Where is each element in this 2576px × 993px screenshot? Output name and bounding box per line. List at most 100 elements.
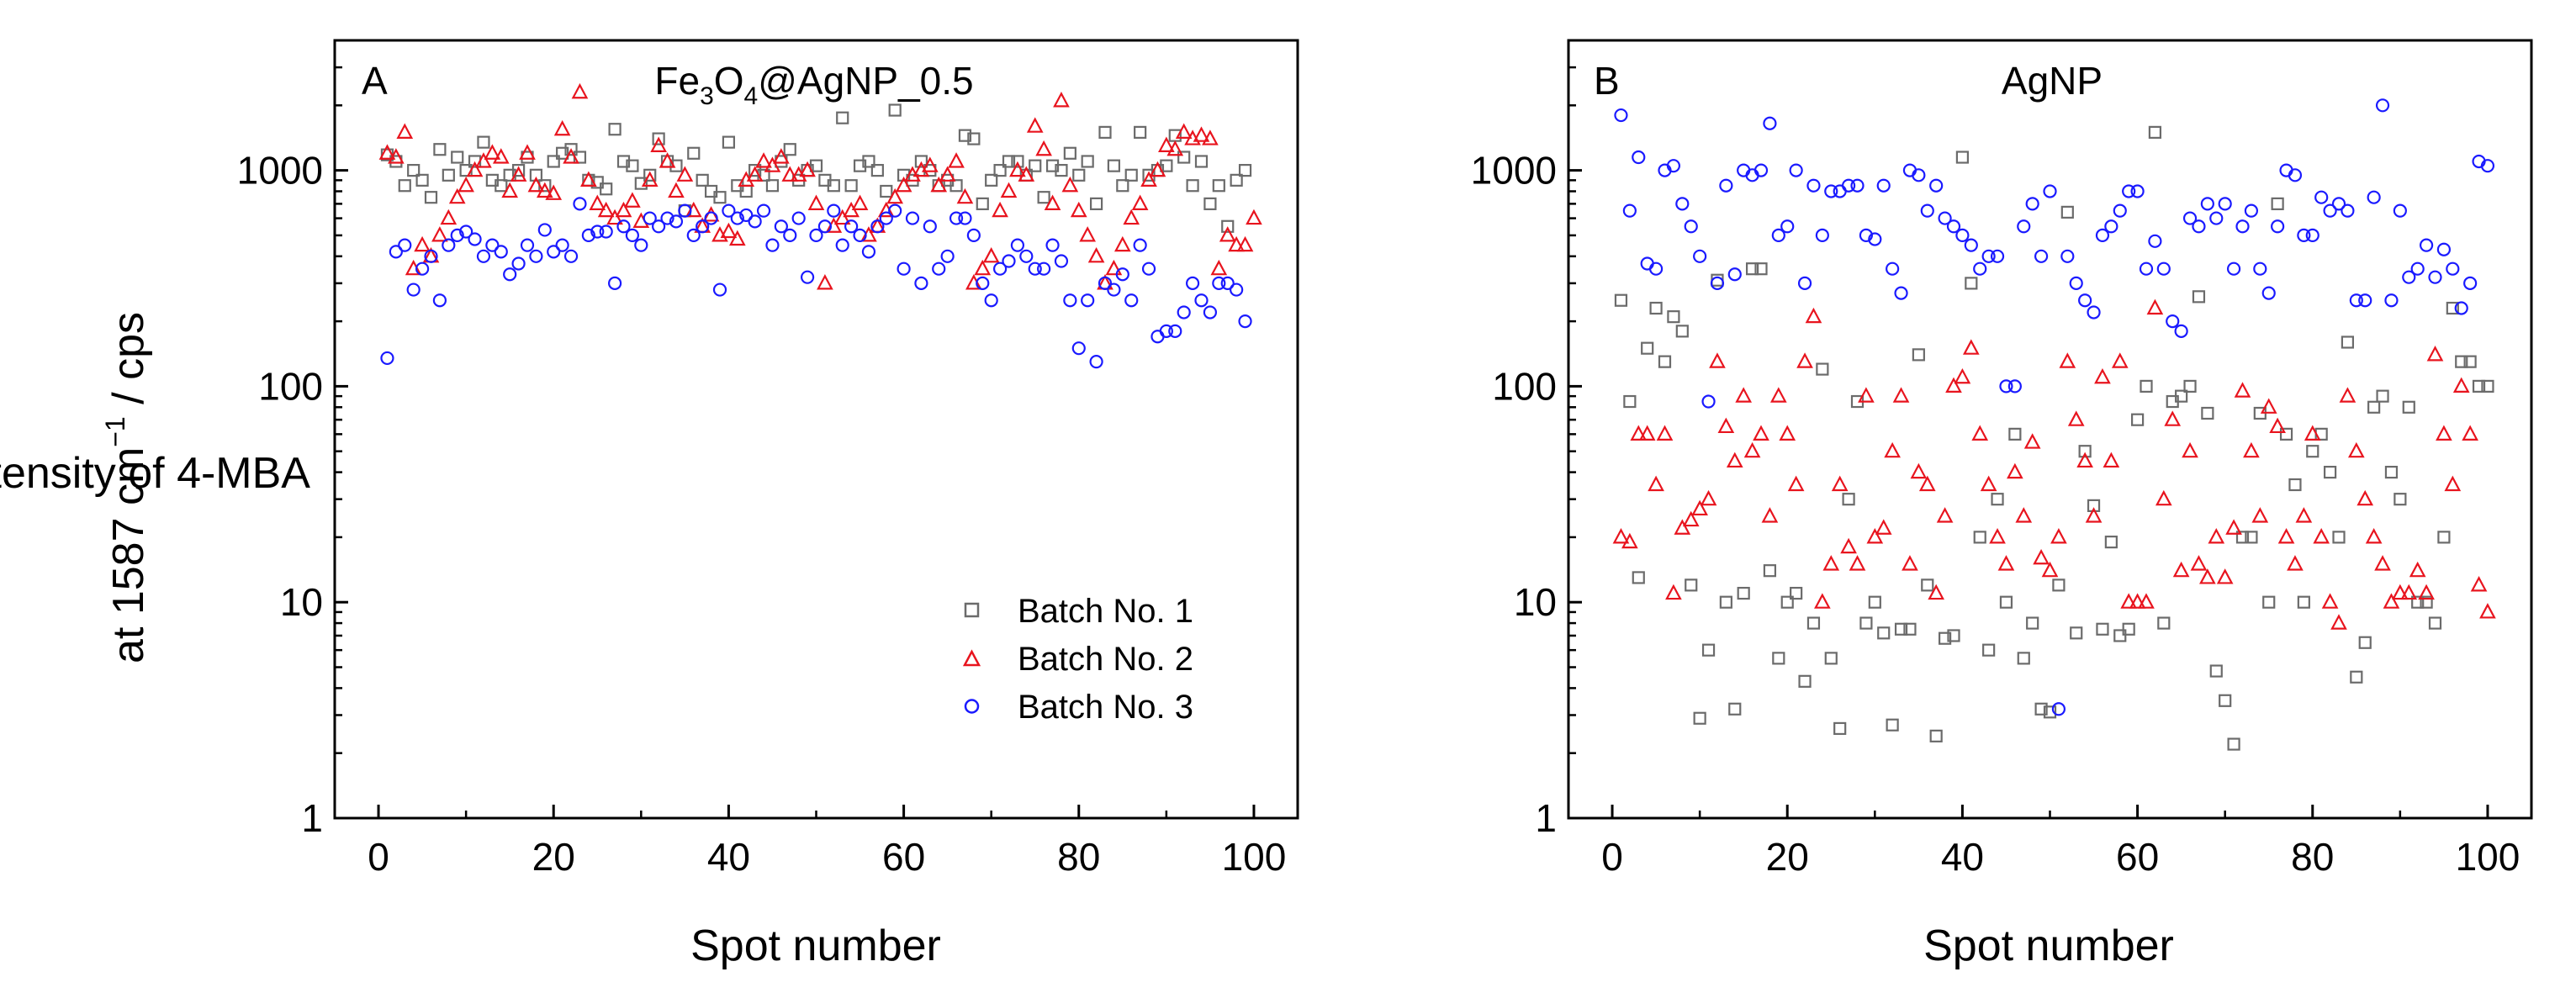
panel-a-point-batch-2-spot-87 [1131,194,1149,210]
panel-b-point-batch-3-spot-49 [2034,249,2049,263]
panel-b-point-batch-2-spot-65 [2172,561,2190,578]
panel-b-point-batch-2-spot-30 [1866,528,1884,544]
panel-a-y-tick-label-10: 10 [280,580,323,624]
panel-b-point-batch-3-spot-38 [1938,211,1952,225]
panel-b-point-batch-3-spot-20 [1780,219,1795,234]
panel-a-point-batch-3-spot-51 [817,219,833,234]
panel-b-point-batch-3-spot-69 [2209,211,2224,225]
panel-b-point-batch-2-spot-79 [2295,507,2313,523]
panel-a-point-batch-3-spot-20 [547,245,561,259]
panel-b-point-batch-3-spot-41 [1964,238,1978,252]
panel-b-x-tick-label-0: 0 [1601,835,1623,879]
panel-a-point-batch-3-spot-39 [712,283,727,297]
panel-a-point-batch-3-spot-38 [704,211,718,225]
panel-a-point-batch-3-spot-94 [1194,293,1209,308]
panel-a-point-batch-2-spot-32 [650,136,667,152]
panel-b-point-batch-3-spot-25 [1824,184,1838,198]
panel-a-point-batch-3-spot-36 [686,228,701,243]
panel-b-point-batch-2-spot-20 [1779,425,1796,441]
panel-b-point-batch-3-spot-85 [2349,293,2363,308]
panel-b-point-batch-2-spot-70 [2216,568,2234,584]
panel-a-point-batch-2-spot-70 [982,246,1000,263]
panel-b-point-batch-1-spot-86 [2358,636,2372,649]
panel-b-point-batch-1-spot-16 [1745,262,1759,276]
panel-b-point-batch-3-spot-56 [2095,228,2110,243]
panel-a-point-batch-2-spot-47 [781,166,799,182]
panel-b-point-batch-2-spot-39 [1945,377,1962,394]
panel-b-point-batch-3-spot-86 [2358,293,2372,308]
panel-b-point-batch-1-spot-15 [1737,586,1750,600]
panel-b-point-batch-2-spot-83 [2330,614,2347,630]
panel-b-point-batch-1-spot-41 [1965,277,1978,290]
panel-a-y-tick-label-100: 100 [258,364,323,408]
panel-b-point-batch-1-spot-59 [2122,622,2135,636]
panel-b-point-batch-3-spot-18 [1763,116,1777,130]
panel-a-point-batch-2-spot-92 [1175,123,1193,139]
panel-b-point-batch-2-spot-62 [2146,298,2164,315]
panel-a-point-batch-1-spot-27 [608,123,622,136]
panel-a-point-batch-2-spot-60 [895,176,912,193]
panel-b-point-batch-2-spot-31 [1875,519,1892,535]
panel-b-point-batch-2-spot-11 [1700,489,1717,506]
panel-b-point-batch-2-spot-97 [2452,377,2470,394]
panel-b-y-tick-label-10: 10 [1514,580,1557,624]
panel-b-point-batch-3-spot-26 [1833,184,1847,198]
panel-a-point-batch-1-spot-98 [1230,173,1243,187]
panel-b-x-tick-label-20: 20 [1766,835,1809,879]
panel-b-point-batch-3-spot-54 [2078,293,2092,308]
panel-b-point-batch-3-spot-50 [2043,184,2057,198]
panel-a-point-batch-3-spot-68 [966,228,981,243]
panel-a-point-batch-3-spot-47 [783,228,797,243]
panel-a-point-batch-2-spot-34 [668,182,685,198]
panel-a-point-batch-3-spot-29 [625,228,640,243]
panel-a-point-batch-2-spot-95 [1202,129,1219,145]
panel-b-y-tick-label-100: 100 [1492,364,1557,408]
panel-b-point-batch-2-spot-55 [2085,507,2103,523]
panel-a-point-batch-2-spot-88 [1140,171,1157,187]
panel-a-point-batch-1-spot-25 [590,176,604,189]
panel-b-point-batch-1-spot-83 [2332,531,2346,544]
panel-a-point-batch-2-spot-39 [711,226,728,242]
panel-a-point-batch-2-spot-85 [1113,235,1131,252]
panel-b-point-batch-1-spot-49 [2034,702,2048,716]
panel-a-point-batch-1-spot-79 [1063,146,1076,160]
legend: Batch No. 1 Batch No. 2 Batch No. 3 [962,593,1193,726]
panel-b-point-batch-1-spot-29 [1859,616,1873,630]
panel-b-point-batch-3-spot-11 [1701,394,1716,409]
panel-b-x-axis-label: Spot number [1923,922,2174,970]
panel-b-point-batch-1-spot-71 [2227,737,2240,751]
panel-b-point-batch-3-spot-5 [1648,261,1664,276]
panel-b-point-batch-2-spot-3 [1630,425,1648,441]
panel-a-point-batch-2-spot-3 [396,123,414,139]
panel-a-y-tick-label-1: 1 [301,796,323,840]
panel-b-point-batch-2-spot-42 [1971,425,1989,441]
panel-a-point-batch-3-spot-17 [520,238,535,252]
panel-a-point-batch-1-spot-36 [687,146,701,160]
panel-a-point-batch-3-spot-21 [555,238,569,252]
panel-b-point-batch-1-spot-67 [2192,290,2206,304]
panel-b-point-batch-2-spot-44 [1989,528,2006,544]
panel-a-point-batch-3-spot-85 [1115,267,1129,282]
panel-a-point-batch-2-spot-77 [1044,194,1061,210]
panel-b-point-batch-3-spot-59 [2122,184,2136,198]
panel-a-point-batch-2-spot-18 [527,176,545,193]
panel-a-point-batch-1-spot-78 [1055,164,1068,177]
panel-a-point-batch-3-spot-88 [1141,261,1156,276]
panel-b-point-batch-1-spot-58 [2113,629,2127,642]
panel-b-point-batch-2-spot-49 [2033,548,2050,565]
panel-a-point-batch-2-spot-21 [553,119,571,136]
panel-b-point-batch-1-spot-94 [2428,616,2442,630]
panel-a-point-batch-2-spot-40 [720,222,738,239]
panel-b-point-batch-1-spot-30 [1868,595,1881,609]
panel-b-point-batch-2-spot-41 [1962,339,1980,355]
panel-a-point-batch-2-spot-64 [930,176,948,193]
panel-a-point-batch-3-spot-42 [739,208,754,223]
panel-a-point-batch-3-spot-64 [932,261,946,276]
panel-a-point-batch-2-spot-59 [886,188,904,204]
panel-b-point-batch-3-spot-58 [2113,203,2127,218]
panel-a-point-batch-1-spot-4 [407,164,421,177]
panel-b-point-batch-1-spot-87 [2367,400,2381,414]
panel-a-point-batch-3-spot-43 [748,214,762,229]
panel-b-point-batch-1-spot-26 [1833,721,1847,736]
panel-a-point-batch-2-spot-28 [615,201,632,218]
